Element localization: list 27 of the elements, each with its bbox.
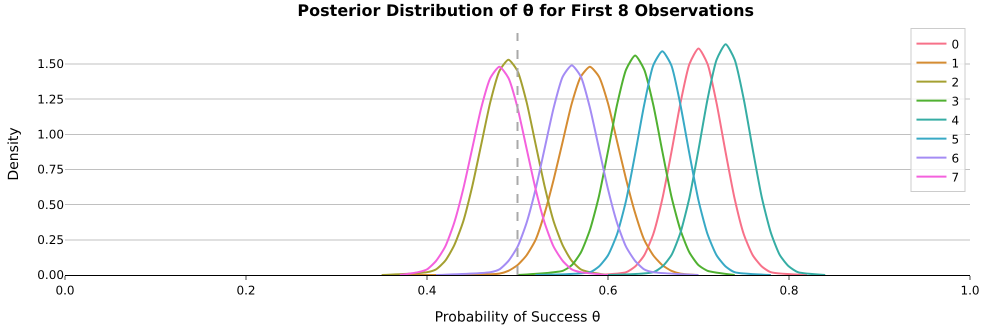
x-tick-label: 0.2: [236, 283, 256, 298]
legend-label: 6: [951, 151, 960, 166]
x-tick-label: 0.0: [55, 283, 75, 298]
y-tick-label: 1.00: [37, 128, 64, 142]
line-series: [534, 50, 772, 275]
legend-label: 2: [951, 75, 960, 90]
y-tick-label: 0.25: [37, 233, 64, 248]
legend-label: 7: [951, 170, 960, 184]
y-tick-label: 0.75: [37, 162, 64, 177]
legend-label: 0: [951, 37, 960, 52]
y-axis-title: Density: [6, 127, 22, 181]
line-series: [516, 54, 736, 275]
legend-label: 4: [951, 113, 960, 128]
x-axis-title: Probability of Success θ: [434, 310, 600, 326]
y-tick-label: 0.50: [37, 198, 64, 212]
legend-label: 1: [951, 56, 960, 70]
x-tick-label: 0.6: [598, 283, 618, 298]
y-tick-label: 1.25: [37, 92, 64, 106]
line-series: [435, 64, 700, 275]
x-tick-label: 0.4: [417, 283, 437, 298]
chart-title: Posterior Distribution of θ for First 8 Observations: [297, 1, 754, 20]
legend-label: 5: [951, 132, 960, 146]
x-tick-label: 0.8: [779, 283, 799, 298]
y-tick-label: 1.50: [37, 57, 64, 72]
legend-label: 3: [951, 94, 960, 108]
x-tick-label: 1.0: [960, 283, 980, 298]
y-tick-label: 0.00: [37, 268, 64, 282]
